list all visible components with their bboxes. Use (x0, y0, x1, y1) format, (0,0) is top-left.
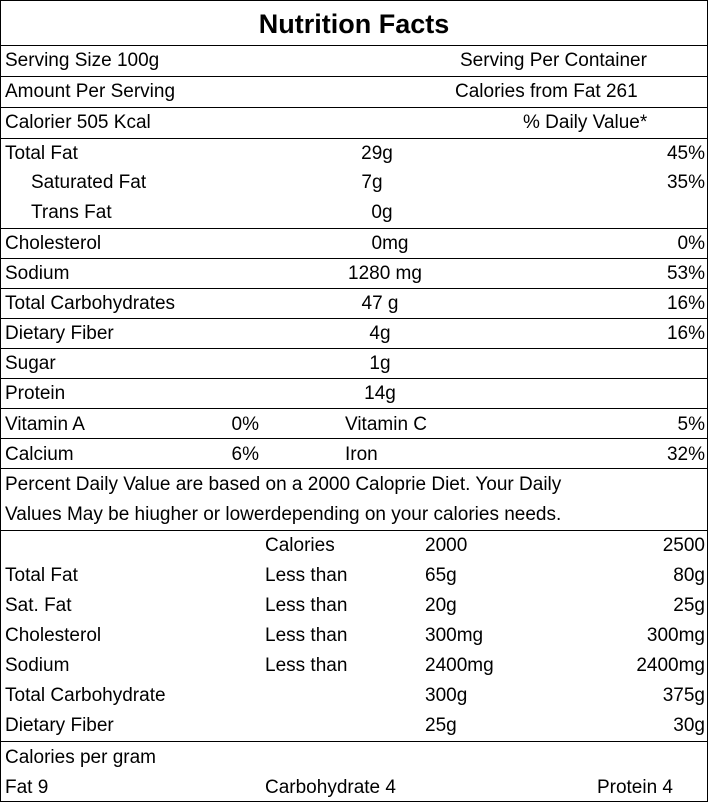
reference-header-2000: 2000 (425, 535, 468, 556)
reference-nutrient: Sat. Fat (5, 595, 72, 616)
reference-value-2000: 300g (425, 685, 468, 706)
reference-header-2500: 2500 (662, 535, 705, 556)
reference-limit: Less than (265, 655, 348, 676)
footnote-line: Percent Daily Value are based on a 2000 … (5, 474, 562, 495)
nutrient-row: Total Carbohydrates 47 g 16% (1, 288, 707, 319)
nutrient-amount: 1280 mg (348, 263, 422, 284)
nutrient-amount: 29g (361, 143, 393, 164)
reference-limit: Less than (265, 595, 348, 616)
vitamin-value: 5% (677, 414, 705, 435)
vitamin-value: 6% (231, 444, 259, 465)
serving-size: Serving Size 100g (5, 50, 160, 71)
vitamin-row: Vitamin A 0% Vitamin C 5% (1, 408, 707, 439)
reference-row: Sodium Less than 2400mg 2400mg (1, 651, 707, 681)
carbohydrate-calories-per-gram: Carbohydrate 4 (265, 777, 396, 798)
nutrient-name: Saturated Fat (31, 172, 147, 193)
calories: Calorier 505 Kcal (5, 112, 151, 133)
nutrient-name: Sodium (5, 263, 70, 284)
nutrient-row: Sodium 1280 mg 53% (1, 258, 707, 289)
calories-row: Calorier 505 Kcal % Daily Value* (1, 107, 707, 138)
reference-value-2500: 2400mg (636, 655, 705, 676)
nutrient-amount: 47 g (361, 293, 399, 314)
reference-value-2000: 25g (425, 715, 457, 736)
vitamin-name: Calcium (5, 444, 74, 465)
reference-value-2500: 25g (673, 595, 705, 616)
amount-per-serving: Amount Per Serving (5, 81, 176, 102)
reference-limit: Less than (265, 565, 348, 586)
label-title: Nutrition Facts (258, 9, 450, 39)
reference-row: Sat. Fat Less than 20g 25g (1, 591, 707, 621)
vitamin-name: Vitamin C (345, 414, 428, 435)
footnote-line: Values May be hiugher or lowerdepending … (5, 504, 562, 525)
nutrient-name: Sugar (5, 353, 56, 374)
reference-value-2500: 80g (673, 565, 705, 586)
reference-row: Total Fat Less than 65g 80g (1, 561, 707, 591)
footnote: Percent Daily Value are based on a 2000 … (1, 468, 707, 531)
reference-value-2500: 30g (673, 715, 705, 736)
nutrient-amount: 14g (364, 383, 396, 404)
reference-row: Dietary Fiber 25g 30g (1, 711, 707, 741)
vitamin-name: Vitamin A (5, 414, 85, 435)
nutrient-row: Trans Fat 0g (1, 198, 707, 228)
reference-header-row: Calories 2000 2500 (1, 530, 707, 561)
reference-value-2500: 300mg (646, 625, 705, 646)
serving-row: Serving Size 100g Serving Per Container (1, 45, 707, 76)
nutrient-daily-value: 53% (666, 263, 705, 284)
calories-per-gram-heading: Calories per gram (5, 747, 156, 768)
reference-header-calories: Calories (265, 535, 335, 556)
daily-value-header: % Daily Value* (523, 112, 648, 133)
reference-nutrient: Cholesterol (5, 625, 102, 646)
reference-value-2000: 65g (425, 565, 457, 586)
reference-nutrient: Dietary Fiber (5, 715, 114, 736)
nutrient-amount: 4g (369, 323, 391, 344)
nutrient-row: Sugar 1g (1, 348, 707, 379)
reference-nutrient: Total Carbohydrate (5, 685, 166, 706)
vitamin-row: Calcium 6% Iron 32% (1, 438, 707, 469)
nutrient-name: Total Carbohydrates (5, 293, 176, 314)
reference-value-2000: 20g (425, 595, 457, 616)
calories-from-fat: Calories from Fat 261 (455, 81, 638, 102)
nutrient-name: Dietary Fiber (5, 323, 114, 344)
vitamin-value: 32% (666, 444, 705, 465)
nutrient-daily-value: 0% (677, 233, 705, 254)
nutrient-amount: 7g (361, 172, 383, 193)
nutrient-name: Cholesterol (5, 233, 102, 254)
nutrient-amount: 0mg (371, 233, 409, 254)
reference-value-2500: 375g (662, 685, 705, 706)
nutrient-row: Dietary Fiber 4g 16% (1, 318, 707, 349)
nutrient-name: Trans Fat (31, 202, 112, 223)
protein-calories-per-gram: Protein 4 (596, 777, 673, 798)
nutrient-row: Protein 14g (1, 378, 707, 409)
nutrient-name: Total Fat (5, 143, 78, 164)
vitamin-name: Iron (345, 444, 378, 465)
reference-value-2000: 300mg (425, 625, 484, 646)
nutrient-row: Total Fat 29g 45% (1, 138, 707, 169)
nutrient-amount: 0g (371, 202, 393, 223)
reference-nutrient: Sodium (5, 655, 70, 676)
serving-per-container: Serving Per Container (460, 50, 647, 71)
amount-per-serving-row: Amount Per Serving Calories from Fat 261 (1, 76, 707, 107)
reference-row: Cholesterol Less than 300mg 300mg (1, 621, 707, 651)
nutrient-row: Cholesterol 0mg 0% (1, 228, 707, 259)
nutrient-daily-value: 16% (666, 323, 705, 344)
reference-row: Total Carbohydrate 300g 375g (1, 681, 707, 711)
nutrient-daily-value: 45% (666, 143, 705, 164)
nutrient-daily-value: 16% (666, 293, 705, 314)
calories-per-gram: Calories per gram Fat 9 Carbohydrate 4 P… (1, 741, 707, 802)
reference-nutrient: Total Fat (5, 565, 78, 586)
nutrient-row: Saturated Fat 7g 35% (1, 168, 707, 198)
nutrient-amount: 1g (369, 353, 391, 374)
nutrient-daily-value: 35% (666, 172, 705, 193)
nutrient-name: Protein (5, 383, 66, 404)
vitamin-value: 0% (231, 414, 259, 435)
reference-value-2000: 2400mg (425, 655, 494, 676)
fat-calories-per-gram: Fat 9 (5, 777, 49, 798)
reference-limit: Less than (265, 625, 348, 646)
